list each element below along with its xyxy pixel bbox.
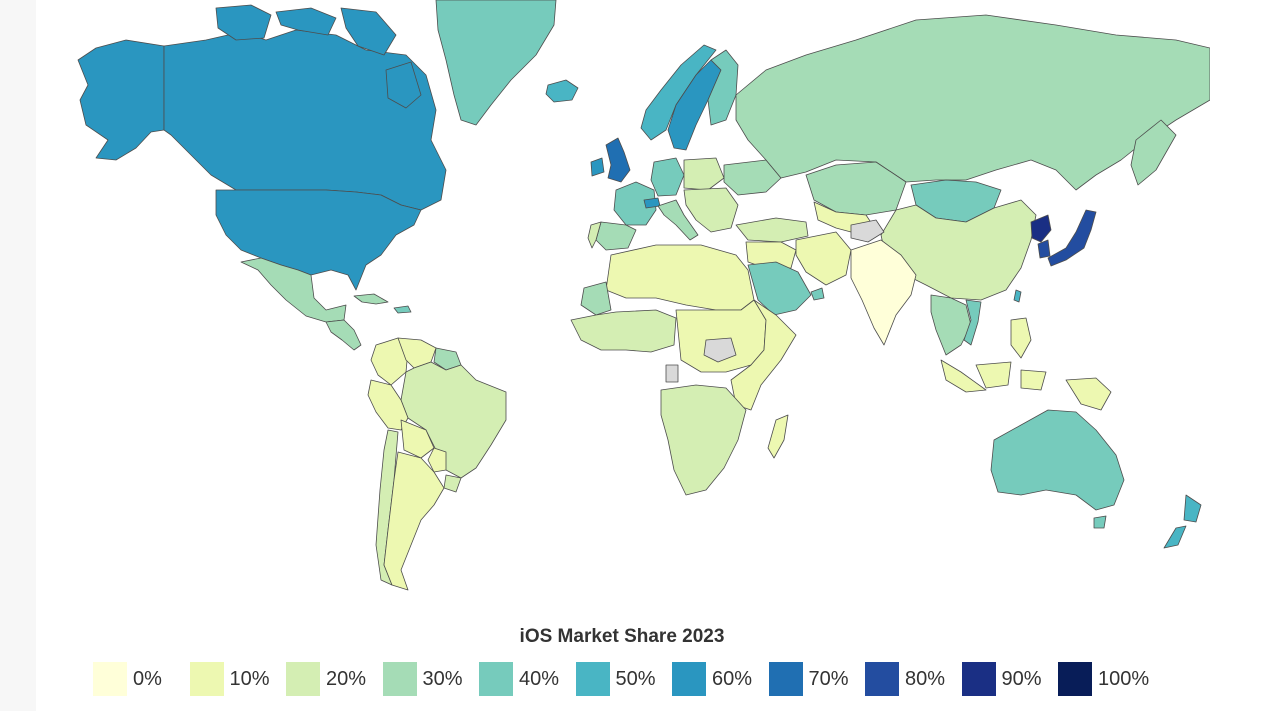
region-finland[interactable] xyxy=(707,49,739,126)
legend-swatch xyxy=(93,662,127,696)
legend-label: 10% xyxy=(229,667,270,690)
legend-label: 0% xyxy=(133,667,162,690)
region-mexico[interactable] xyxy=(240,257,347,323)
region-italy[interactable] xyxy=(657,199,699,241)
legend-label: 80% xyxy=(905,667,946,690)
region-balkans[interactable] xyxy=(683,187,739,233)
legend-label: 30% xyxy=(422,667,463,690)
region-portugal[interactable] xyxy=(587,221,602,249)
region-western-sahara[interactable] xyxy=(580,281,612,316)
region-uruguay[interactable] xyxy=(443,474,462,493)
region-southern-africa[interactable] xyxy=(660,384,747,496)
map-title: iOS Market Share 2023 xyxy=(519,626,725,647)
legend-label: 20% xyxy=(326,667,367,690)
legend-item: 20% xyxy=(286,662,383,696)
legend-swatch xyxy=(286,662,320,696)
legend-swatch xyxy=(479,662,513,696)
region-saudi-arabia[interactable] xyxy=(747,261,812,316)
legend-item: 30% xyxy=(382,662,480,696)
region-vietnam[interactable] xyxy=(963,299,982,346)
legend-swatch xyxy=(382,662,417,696)
region-canada[interactable] xyxy=(163,29,447,211)
region-paraguay[interactable] xyxy=(427,447,447,473)
region-papua-new-guinea[interactable] xyxy=(1065,377,1112,411)
region-canada-arctic[interactable] xyxy=(215,4,422,109)
legend-swatch xyxy=(865,662,899,696)
legend-item: 100% xyxy=(1058,662,1155,696)
region-philippines[interactable] xyxy=(1010,317,1032,359)
region-new-zealand[interactable] xyxy=(1163,494,1202,549)
legend-swatch xyxy=(189,662,224,696)
region-iceland[interactable] xyxy=(545,79,579,103)
region-germany[interactable] xyxy=(650,157,685,197)
color-legend: 0% 10% 20% 30% 40% 50% 60% 70% 80% 90% 100% xyxy=(93,662,1155,696)
region-north-africa[interactable] xyxy=(605,244,755,311)
region-gabon[interactable] xyxy=(665,364,679,383)
region-sweden[interactable] xyxy=(667,59,722,151)
region-russia-peninsula[interactable] xyxy=(1130,119,1177,186)
region-india[interactable] xyxy=(850,239,917,346)
region-tasmania[interactable] xyxy=(1093,515,1107,529)
region-united-states[interactable] xyxy=(215,189,422,291)
region-brazil[interactable] xyxy=(400,361,507,479)
region-argentina[interactable] xyxy=(383,451,445,591)
region-indonesia[interactable] xyxy=(940,359,1047,393)
legend-swatch xyxy=(575,662,610,696)
region-uae[interactable] xyxy=(810,287,825,301)
legend-swatch xyxy=(768,662,803,696)
region-spain[interactable] xyxy=(595,221,637,251)
region-cuba[interactable] xyxy=(353,293,389,305)
region-west-africa[interactable] xyxy=(570,309,677,353)
region-afghanistan[interactable] xyxy=(850,219,885,243)
region-france[interactable] xyxy=(613,181,657,226)
legend-label: 90% xyxy=(1001,667,1042,690)
legend-swatch xyxy=(961,662,996,696)
region-bolivia[interactable] xyxy=(400,419,435,459)
legend-item: 50% xyxy=(575,662,673,696)
region-poland[interactable] xyxy=(683,157,725,191)
region-ireland[interactable] xyxy=(590,157,605,177)
region-taiwan[interactable] xyxy=(1013,289,1022,303)
region-turkey[interactable] xyxy=(735,217,809,243)
region-peru[interactable] xyxy=(367,379,409,431)
legend-item: 90% xyxy=(961,662,1059,696)
legend-item: 40% xyxy=(479,662,576,696)
legend-label: 60% xyxy=(712,667,753,690)
region-south-sudan[interactable] xyxy=(703,337,737,363)
legend-item: 80% xyxy=(865,662,962,696)
region-alaska[interactable] xyxy=(77,39,165,161)
region-russia[interactable] xyxy=(735,14,1210,191)
region-north-korea[interactable] xyxy=(1030,214,1052,243)
world-choropleth-map xyxy=(36,0,1210,600)
legend-item: 0% xyxy=(93,662,190,696)
region-japan[interactable] xyxy=(1047,209,1097,267)
region-middle-east[interactable] xyxy=(745,241,797,271)
legend-label: 100% xyxy=(1098,667,1150,690)
legend-label: 50% xyxy=(615,667,656,690)
legend-swatch xyxy=(1058,662,1092,696)
region-caribbean[interactable] xyxy=(393,305,412,314)
legend-label: 70% xyxy=(808,667,849,690)
legend-swatch xyxy=(672,662,706,696)
region-switzerland[interactable] xyxy=(643,197,661,209)
world-map-svg xyxy=(77,0,1210,591)
legend-label: 40% xyxy=(519,667,560,690)
legend-item: 60% xyxy=(672,662,769,696)
region-greenland[interactable] xyxy=(435,0,557,126)
region-madagascar[interactable] xyxy=(767,414,789,459)
region-united-kingdom[interactable] xyxy=(605,137,631,183)
page-left-margin xyxy=(0,0,36,711)
region-south-korea[interactable] xyxy=(1037,239,1051,259)
region-southeast-asia[interactable] xyxy=(930,294,972,356)
region-australia[interactable] xyxy=(990,409,1125,511)
region-central-america[interactable] xyxy=(325,319,362,351)
region-iran[interactable] xyxy=(795,231,852,286)
legend-item: 70% xyxy=(768,662,866,696)
legend-item: 10% xyxy=(189,662,287,696)
